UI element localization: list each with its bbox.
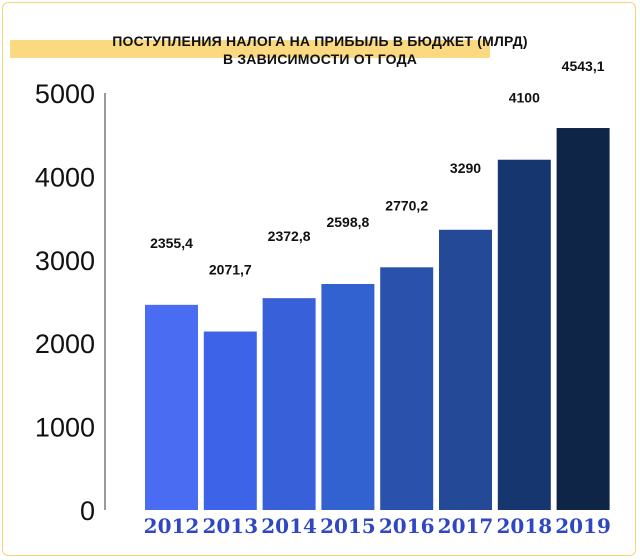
y-tick-label: 1000 (35, 413, 95, 443)
y-tick-label: 5000 (35, 79, 95, 109)
data-label: 4543,1 (562, 58, 605, 74)
bar (203, 331, 257, 510)
chart-title-line-2: В ЗАВИСИМОСТИ ОТ ГОДА (222, 51, 418, 67)
bar (497, 159, 551, 510)
bar (321, 283, 375, 510)
x-tick-label: 2017 (438, 514, 494, 538)
data-label: 3290 (450, 160, 481, 176)
title-highlight-band (10, 40, 490, 58)
x-tick-label: 2019 (555, 514, 611, 538)
y-tick-label: 0 (80, 496, 95, 526)
bar (145, 304, 198, 510)
x-tick-label: 2016 (379, 514, 435, 538)
x-tick-label: 2013 (202, 514, 258, 538)
data-label: 2598,8 (326, 214, 369, 230)
bar (439, 229, 492, 510)
x-tick-label: 2014 (261, 514, 317, 538)
bar (262, 298, 316, 510)
data-label: 2355,4 (150, 235, 193, 251)
data-label: 2770,2 (385, 197, 428, 213)
chart-title-line-1: ПОСТУПЛЕНИЯ НАЛОГА НА ПРИБЫЛЬ В БЮДЖЕТ (… (112, 33, 528, 49)
x-tick-label: 2015 (320, 514, 376, 538)
bar (380, 267, 434, 510)
y-tick-label: 3000 (35, 246, 95, 276)
data-label: 2372,8 (268, 228, 311, 244)
y-tick-label: 2000 (35, 329, 95, 359)
y-tick-label: 4000 (35, 162, 95, 192)
data-label: 2071,7 (209, 262, 252, 278)
bar (556, 128, 610, 510)
x-tick-label: 2012 (144, 514, 200, 538)
data-label: 4100 (509, 90, 540, 106)
x-tick-label: 2018 (496, 514, 552, 538)
